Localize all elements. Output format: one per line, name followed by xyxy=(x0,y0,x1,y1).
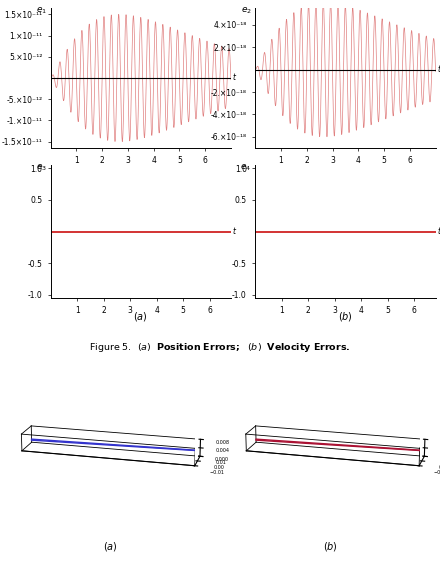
Y-axis label: $e_3$: $e_3$ xyxy=(36,162,47,173)
Y-axis label: $e_2$: $e_2$ xyxy=(241,5,252,15)
Text: t: t xyxy=(437,65,440,74)
Text: $(a)$: $(a)$ xyxy=(103,540,117,553)
Text: t: t xyxy=(437,227,440,236)
Text: $(b)$: $(b)$ xyxy=(323,540,337,553)
Text: $(b)$: $(b)$ xyxy=(338,310,353,323)
Text: Figure 5.  $(a)$  $\mathbf{Position\ Errors;}$  $(b)$  $\mathbf{Velocity\ Errors: Figure 5. $(a)$ $\mathbf{Position\ Error… xyxy=(89,341,351,354)
Y-axis label: $e_1$: $e_1$ xyxy=(36,5,47,15)
Text: t: t xyxy=(233,227,236,236)
Text: t: t xyxy=(233,73,236,83)
Text: $(a)$: $(a)$ xyxy=(133,310,148,323)
Y-axis label: $e_4$: $e_4$ xyxy=(240,162,252,173)
